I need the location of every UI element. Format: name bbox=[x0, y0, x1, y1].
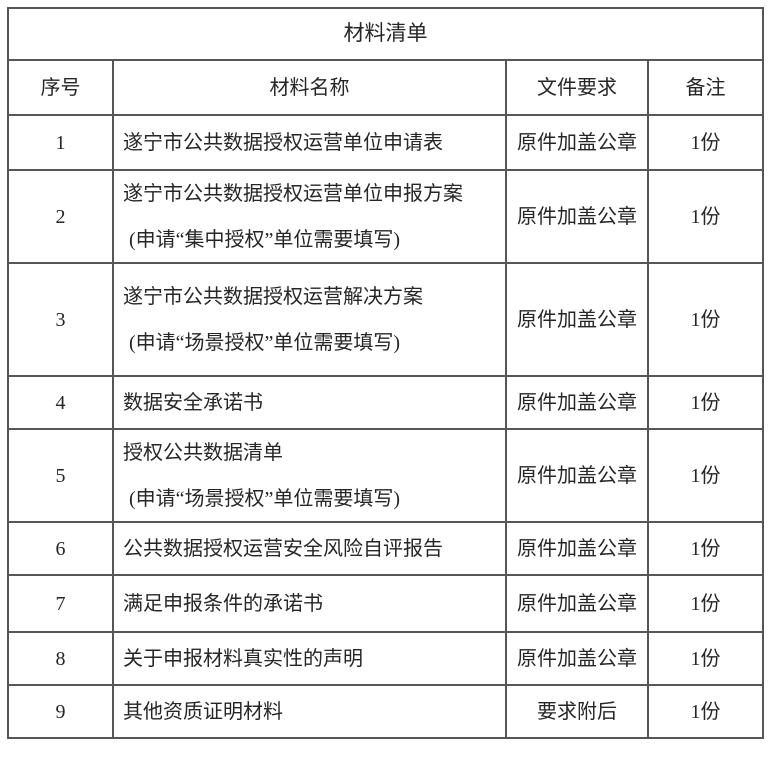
column-header-name: 材料名称 bbox=[112, 59, 507, 116]
row-seq: 1 bbox=[7, 114, 114, 171]
row-requirement: 原件加盖公章 bbox=[505, 521, 649, 576]
row-seq: 5 bbox=[7, 428, 114, 523]
table-title: 材料清单 bbox=[7, 7, 764, 61]
material-name-line: 关于申报材料真实性的声明 bbox=[123, 647, 363, 670]
row-seq: 3 bbox=[7, 262, 114, 377]
row-requirement: 要求附后 bbox=[505, 684, 649, 739]
table-row: 2 遂宁市公共数据授权运营单位申报方案 (申请“集中授权”单位需要填写) 原件加… bbox=[7, 169, 764, 264]
material-name-note-line: (申请“集中授权”单位需要填写) bbox=[129, 228, 401, 251]
table-row: 5 授权公共数据清单 (申请“场景授权”单位需要填写) 原件加盖公章 1份 bbox=[7, 428, 764, 523]
table-row: 6 公共数据授权运营安全风险自评报告 原件加盖公章 1份 bbox=[7, 521, 764, 576]
row-note: 1份 bbox=[647, 631, 764, 686]
row-requirement: 原件加盖公章 bbox=[505, 114, 649, 171]
material-name-line: 遂宁市公共数据授权运营单位申请表 bbox=[123, 131, 443, 154]
name-cell: 公共数据授权运营安全风险自评报告 bbox=[112, 521, 507, 576]
table-row: 1 遂宁市公共数据授权运营单位申请表 原件加盖公章 1份 bbox=[7, 114, 764, 171]
material-name-line: 满足申报条件的承诺书 bbox=[123, 592, 323, 615]
materials-list-table: 材料清单 序号 材料名称 文件要求 备注 1 遂宁市公共数据授权运营单位申请表 … bbox=[7, 7, 764, 739]
row-requirement: 原件加盖公章 bbox=[505, 169, 649, 264]
material-name-line: 数据安全承诺书 bbox=[123, 391, 263, 414]
column-header-note: 备注 bbox=[647, 59, 764, 116]
material-name-line: 授权公共数据清单 bbox=[123, 441, 283, 464]
name-cell: 遂宁市公共数据授权运营单位申请表 bbox=[112, 114, 507, 171]
row-seq: 2 bbox=[7, 169, 114, 264]
material-name-line: 其他资质证明材料 bbox=[123, 700, 283, 723]
column-header-seq: 序号 bbox=[7, 59, 114, 116]
name-cell: 满足申报条件的承诺书 bbox=[112, 574, 507, 633]
row-seq: 4 bbox=[7, 375, 114, 430]
header-row: 序号 材料名称 文件要求 备注 bbox=[7, 59, 764, 116]
row-seq: 8 bbox=[7, 631, 114, 686]
material-name-line: 遂宁市公共数据授权运营解决方案 bbox=[123, 285, 423, 308]
name-cell: 其他资质证明材料 bbox=[112, 684, 507, 739]
name-cell: 授权公共数据清单 (申请“场景授权”单位需要填写) bbox=[112, 428, 507, 523]
row-seq: 7 bbox=[7, 574, 114, 633]
row-note: 1份 bbox=[647, 262, 764, 377]
row-requirement: 原件加盖公章 bbox=[505, 375, 649, 430]
row-note: 1份 bbox=[647, 574, 764, 633]
row-requirement: 原件加盖公章 bbox=[505, 428, 649, 523]
table-row: 7 满足申报条件的承诺书 原件加盖公章 1份 bbox=[7, 574, 764, 633]
name-cell: 关于申报材料真实性的声明 bbox=[112, 631, 507, 686]
row-note: 1份 bbox=[647, 375, 764, 430]
material-name-line: 公共数据授权运营安全风险自评报告 bbox=[123, 537, 443, 560]
row-note: 1份 bbox=[647, 428, 764, 523]
row-requirement: 原件加盖公章 bbox=[505, 574, 649, 633]
row-seq: 9 bbox=[7, 684, 114, 739]
row-note: 1份 bbox=[647, 521, 764, 576]
table-row: 4 数据安全承诺书 原件加盖公章 1份 bbox=[7, 375, 764, 430]
row-requirement: 原件加盖公章 bbox=[505, 262, 649, 377]
table-row: 8 关于申报材料真实性的声明 原件加盖公章 1份 bbox=[7, 631, 764, 686]
row-note: 1份 bbox=[647, 684, 764, 739]
column-header-requirement: 文件要求 bbox=[505, 59, 649, 116]
row-note: 1份 bbox=[647, 114, 764, 171]
table-row: 3 遂宁市公共数据授权运营解决方案 (申请“场景授权”单位需要填写) 原件加盖公… bbox=[7, 262, 764, 377]
name-cell: 遂宁市公共数据授权运营单位申报方案 (申请“集中授权”单位需要填写) bbox=[112, 169, 507, 264]
name-cell: 数据安全承诺书 bbox=[112, 375, 507, 430]
title-row: 材料清单 bbox=[7, 7, 764, 61]
row-seq: 6 bbox=[7, 521, 114, 576]
table-row: 9 其他资质证明材料 要求附后 1份 bbox=[7, 684, 764, 739]
material-name-line: 遂宁市公共数据授权运营单位申报方案 bbox=[123, 182, 463, 205]
row-requirement: 原件加盖公章 bbox=[505, 631, 649, 686]
material-name-note-line: (申请“场景授权”单位需要填写) bbox=[129, 487, 401, 510]
row-note: 1份 bbox=[647, 169, 764, 264]
material-name-note-line: (申请“场景授权”单位需要填写) bbox=[129, 331, 401, 354]
document-page: 材料清单 序号 材料名称 文件要求 备注 1 遂宁市公共数据授权运营单位申请表 … bbox=[0, 7, 769, 777]
name-cell: 遂宁市公共数据授权运营解决方案 (申请“场景授权”单位需要填写) bbox=[112, 262, 507, 377]
